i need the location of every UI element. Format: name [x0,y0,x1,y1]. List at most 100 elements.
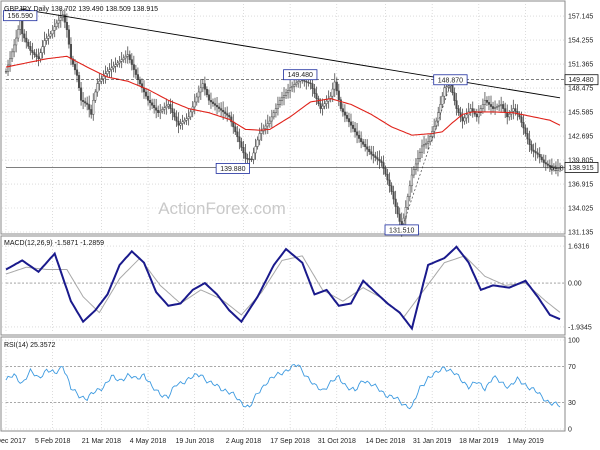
price-candle-body [469,108,472,112]
price-candle-body [303,80,306,82]
price-candle-body [39,52,42,60]
price-candle-body [4,70,8,73]
price-candle-body [481,104,484,109]
x-tick-label: 2 Aug 2018 [226,438,262,445]
price-candle-body [498,105,501,107]
price-candle-body [461,116,464,122]
price-candle-body [345,114,348,119]
price-candle-body [420,145,424,153]
price-candle-body [86,102,89,105]
macd-signal-line [5,255,561,318]
price-candle-body [181,121,184,124]
price-candle-body [47,35,50,39]
price-candle-body [242,147,245,154]
price-candle-body [266,123,269,127]
price-candle-body [59,17,62,21]
price-candle-body [15,37,18,46]
price-annotation-box [433,74,468,86]
rsi-name: RSI(14) [4,342,28,349]
price-candle-body [114,64,117,67]
price-tag-label: 138.915 [568,165,593,172]
header-open: 138.702 [51,6,76,13]
price-candle-body [536,152,539,155]
price-candle-body [548,165,551,167]
price-candle-body [485,100,488,103]
x-tick-label: 18 Mar 2019 [459,438,498,445]
price-candle-body [494,107,497,109]
price-candle-body [311,83,314,89]
y-tick-label: 70 [568,364,576,371]
price-candle-body [293,84,296,87]
price-candle-body [171,108,174,113]
price-candle-body [333,81,336,90]
price-candle-body [189,111,192,118]
watermark: ActionForex.com [158,199,286,218]
price-candle-body [29,46,32,51]
price-candle-body [236,131,239,138]
price-candle-body [82,100,85,102]
price-candle-body [278,100,282,105]
price-candle-body [138,79,141,84]
price-candle-body [414,163,417,170]
price-candle-body [554,167,557,169]
price-candle-body [276,104,279,109]
price-candle-body [475,113,478,118]
price-candle-body [508,113,511,118]
price-candle-body [234,126,237,133]
price-candle-body [453,92,456,101]
macd-line [5,245,561,331]
price-candle-body [94,91,97,101]
price-candle-body [272,112,275,118]
price-candle-body [319,103,322,109]
price-candle-body [343,111,346,116]
price-candle-body [98,80,101,84]
price-candle-body [220,108,223,111]
price-candle-body [51,30,54,35]
price-candle-body [41,46,44,53]
header-timeframe: Daily [33,6,49,13]
price-candle-body [532,149,535,152]
price-candle-body [390,185,393,192]
price-candle-body [244,152,247,159]
price-candle-body [425,142,428,145]
price-candle-body [410,174,413,187]
price-candle-body [159,110,162,113]
y-tick-label: 134.025 [568,206,593,213]
price-candle-body [256,139,259,147]
price-candle-body [23,33,26,39]
y-tick-label: 136.915 [568,182,593,189]
price-candle-body [110,67,113,70]
price-candle-body [193,101,196,108]
fib-level-label: 61.8 [550,165,564,172]
price-candle-body [374,155,377,158]
price-candle-body [136,74,139,80]
price-candle-body [274,108,277,113]
price-candle-body [394,198,397,207]
price-candle-body [183,119,186,123]
price-candle-body [368,149,371,153]
price-candle-body [422,144,426,147]
price-candle-body [487,102,491,105]
price-candle-body [337,90,340,100]
price-candle-body [325,100,328,104]
price-candle-body [248,158,251,160]
svg-text:GBPJPY Daily 138.702 139.490: GBPJPY Daily 138.702 139.490 138.509 138… [4,6,158,13]
price-candle-body [540,156,543,161]
price-candle-body [264,125,267,129]
macd-value-1: -1.5871 [55,240,79,247]
price-annotation-box [3,10,38,22]
price-candle-body [335,81,338,92]
price-candle-body [307,81,310,84]
y-tick-label: 151.365 [568,62,593,69]
price-candle-body [108,69,111,72]
rsi-plot [5,363,565,410]
price-candle-body [309,82,312,84]
price-candle-body [140,83,144,89]
price-candle-body [205,88,208,96]
price-candle-body [78,75,81,89]
price-candle-body [268,120,271,124]
price-candle-body [195,96,198,103]
price-candle-body [530,144,533,151]
price-annotation-label: 148.870 [438,77,463,84]
price-candle-body [254,146,257,154]
